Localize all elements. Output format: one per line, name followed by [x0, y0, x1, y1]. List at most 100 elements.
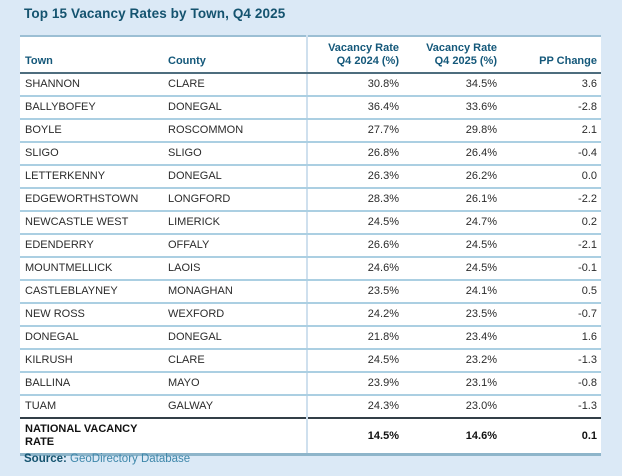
- cell-county: MONAGHAN: [163, 280, 307, 304]
- cell-rate-2025: 29.8%: [407, 119, 505, 143]
- cell-rate-2024: 21.8%: [306, 326, 407, 350]
- source-label: Source:: [24, 453, 67, 465]
- cell-county: MAYO: [163, 372, 307, 396]
- cell-county: SLIGO: [163, 142, 307, 166]
- cell-county: LIMERICK: [163, 211, 307, 235]
- cell-rate-2024: 23.9%: [306, 372, 407, 396]
- footer-cell-rate-2025: 14.6%: [407, 417, 505, 456]
- cell-rate-2024: 24.5%: [306, 211, 407, 235]
- cell-pp-change: 2.1: [505, 119, 601, 143]
- table-row: EDGEWORTHSTOWN LONGFORD 28.3% 26.1% -2.2: [20, 188, 601, 212]
- cell-county: DONEGAL: [163, 326, 307, 350]
- table-row: EDENDERRY OFFALY 26.6% 24.5% -2.1: [20, 234, 601, 258]
- footer-cell-rate-2024: 14.5%: [306, 417, 407, 456]
- cell-rate-2025: 23.0%: [465, 400, 497, 412]
- cell-pp-change: 3.6: [505, 73, 601, 97]
- table-header-row: Town County Vacancy Rate Q4 2024 (%) Vac…: [20, 36, 601, 74]
- col-header-pp-change: PP Change: [505, 36, 601, 74]
- col-header-rate-2025: Vacancy Rate Q4 2025 (%): [407, 36, 505, 74]
- table-row: CASTLEBLAYNEY MONAGHAN 23.5% 24.1% 0.5: [20, 280, 601, 304]
- table-row: NEWCASTLE WEST LIMERICK 24.5% 24.7% 0.2: [20, 211, 601, 235]
- cell-rate-2024: 24.6%: [306, 257, 407, 281]
- table-body: SHANNON CLARE 30.8% 34.5% 3.6 BALLYBOFEY DONEG…: [20, 73, 601, 418]
- table-row: LETTERKENNY DONEGAL 26.3% 26.2% 0.0: [20, 165, 601, 189]
- cell-rate-2025: 23.1%: [407, 372, 505, 396]
- cell-rate-2024: 36.4%: [306, 96, 407, 120]
- cell-town: MOUNTMELLICK: [20, 257, 163, 281]
- cell-town: KILRUSH: [20, 349, 163, 373]
- col-header-county: County: [163, 36, 307, 74]
- source-link[interactable]: GeoDirectory Database: [70, 453, 191, 465]
- cell-rate-2025: 26.2%: [407, 165, 505, 189]
- cell-county: OFFALY: [163, 234, 307, 258]
- table-row: BALLINA MAYO 23.9% 23.1% -0.8: [20, 372, 601, 396]
- cell-town: CASTLEBLAYNEY: [20, 280, 163, 304]
- table-row: DONEGAL DONEGAL 21.8% 23.4% 1.6: [20, 326, 601, 350]
- cell-pp-change: 0.2: [505, 211, 601, 235]
- cell-pp-change: -2.1: [505, 234, 601, 258]
- vacancy-table-container: Town County Vacancy Rate Q4 2024 (%) Vac…: [20, 35, 601, 456]
- footer-cell-county: [163, 417, 307, 456]
- cell-rate-2024: 26.3%: [306, 165, 407, 189]
- cell-rate-2024: 24.2%: [306, 303, 407, 327]
- cell-pp-change: -1.3: [578, 400, 597, 412]
- table-row: NEW ROSS WEXFORD 24.2% 23.5% -0.7: [20, 303, 601, 327]
- table-row: SLIGO SLIGO 26.8% 26.4% -0.4: [20, 142, 601, 166]
- cell-rate-2024: 23.5%: [306, 280, 407, 304]
- cell-county: GALWAY: [168, 400, 214, 412]
- cell-rate-2025: 23.5%: [407, 303, 505, 327]
- col-header-town: Town: [20, 36, 163, 74]
- cell-county: CLARE: [163, 73, 307, 97]
- cell-pp-change: -0.4: [505, 142, 601, 166]
- col-header-rate-2024: Vacancy Rate Q4 2024 (%): [306, 36, 407, 74]
- col-header-rate-2024-line1: Vacancy Rate: [328, 42, 399, 54]
- cell-rate-2025: 23.4%: [407, 326, 505, 350]
- col-header-rate-2025-line2: Q4 2025 (%): [434, 55, 497, 67]
- cell-rate-2024: 24.5%: [306, 349, 407, 373]
- cell-rate-2025: 24.7%: [407, 211, 505, 235]
- cell-pp-change: 0.5: [505, 280, 601, 304]
- cell-town: SHANNON: [20, 73, 163, 97]
- cell-county: LONGFORD: [163, 188, 307, 212]
- footer-row: NATIONAL VACANCY RATE 14.5% 14.6% 0.1: [20, 417, 601, 456]
- cell-county: DONEGAL: [163, 165, 307, 189]
- cell-rate-2024: 28.3%: [306, 188, 407, 212]
- cell-town: TUAM: [25, 400, 57, 412]
- cell-pp-change: 0.0: [505, 165, 601, 189]
- table-row: MOUNTMELLICK LAOIS 24.6% 24.5% -0.1: [20, 257, 601, 281]
- cell-town: BALLINA: [20, 372, 163, 396]
- table-row: BOYLE ROSCOMMON 27.7% 29.8% 2.1: [20, 119, 601, 143]
- cell-pp-change: -1.3: [505, 349, 601, 373]
- cell-rate-2025: 24.5%: [407, 257, 505, 281]
- table-row: SHANNON CLARE 30.8% 34.5% 3.6: [20, 73, 601, 97]
- cell-rate-2025: 34.5%: [407, 73, 505, 97]
- cell-rate-2025: 26.4%: [407, 142, 505, 166]
- col-header-rate-2025-line1: Vacancy Rate: [426, 42, 497, 54]
- cell-county: DONEGAL: [163, 96, 307, 120]
- cell-town: DONEGAL: [20, 326, 163, 350]
- table-row: TUAM GALWAY 24.3% 23.0% -1.3: [20, 395, 601, 418]
- cell-pp-change: -0.1: [505, 257, 601, 281]
- table-row: BALLYBOFEY DONEGAL 36.4% 33.6% -2.8: [20, 96, 601, 120]
- cell-rate-2025: 23.2%: [407, 349, 505, 373]
- cell-town: EDGEWORTHSTOWN: [20, 188, 163, 212]
- cell-county: LAOIS: [163, 257, 307, 281]
- table-row: KILRUSH CLARE 24.5% 23.2% -1.3: [20, 349, 601, 373]
- cell-rate-2025: 24.1%: [407, 280, 505, 304]
- cell-rate-2024: 27.7%: [306, 119, 407, 143]
- cell-pp-change: -2.2: [505, 188, 601, 212]
- footer-cell-town: NATIONAL VACANCY RATE: [20, 417, 163, 456]
- cell-pp-change: 1.6: [505, 326, 601, 350]
- cell-town: SLIGO: [20, 142, 163, 166]
- cell-pp-change: -0.8: [505, 372, 601, 396]
- cell-rate-2025: 24.5%: [407, 234, 505, 258]
- page-title: Top 15 Vacancy Rates by Town, Q4 2025: [24, 6, 286, 21]
- cell-rate-2024: 24.3%: [306, 395, 407, 418]
- cell-rate-2025: 26.1%: [407, 188, 505, 212]
- cell-rate-2025: 33.6%: [407, 96, 505, 120]
- cell-rate-2024: 26.8%: [306, 142, 407, 166]
- cell-town: BALLYBOFEY: [20, 96, 163, 120]
- source-line: Source: GeoDirectory Database: [24, 453, 190, 465]
- cell-rate-2024: 26.6%: [306, 234, 407, 258]
- cell-county: ROSCOMMON: [163, 119, 307, 143]
